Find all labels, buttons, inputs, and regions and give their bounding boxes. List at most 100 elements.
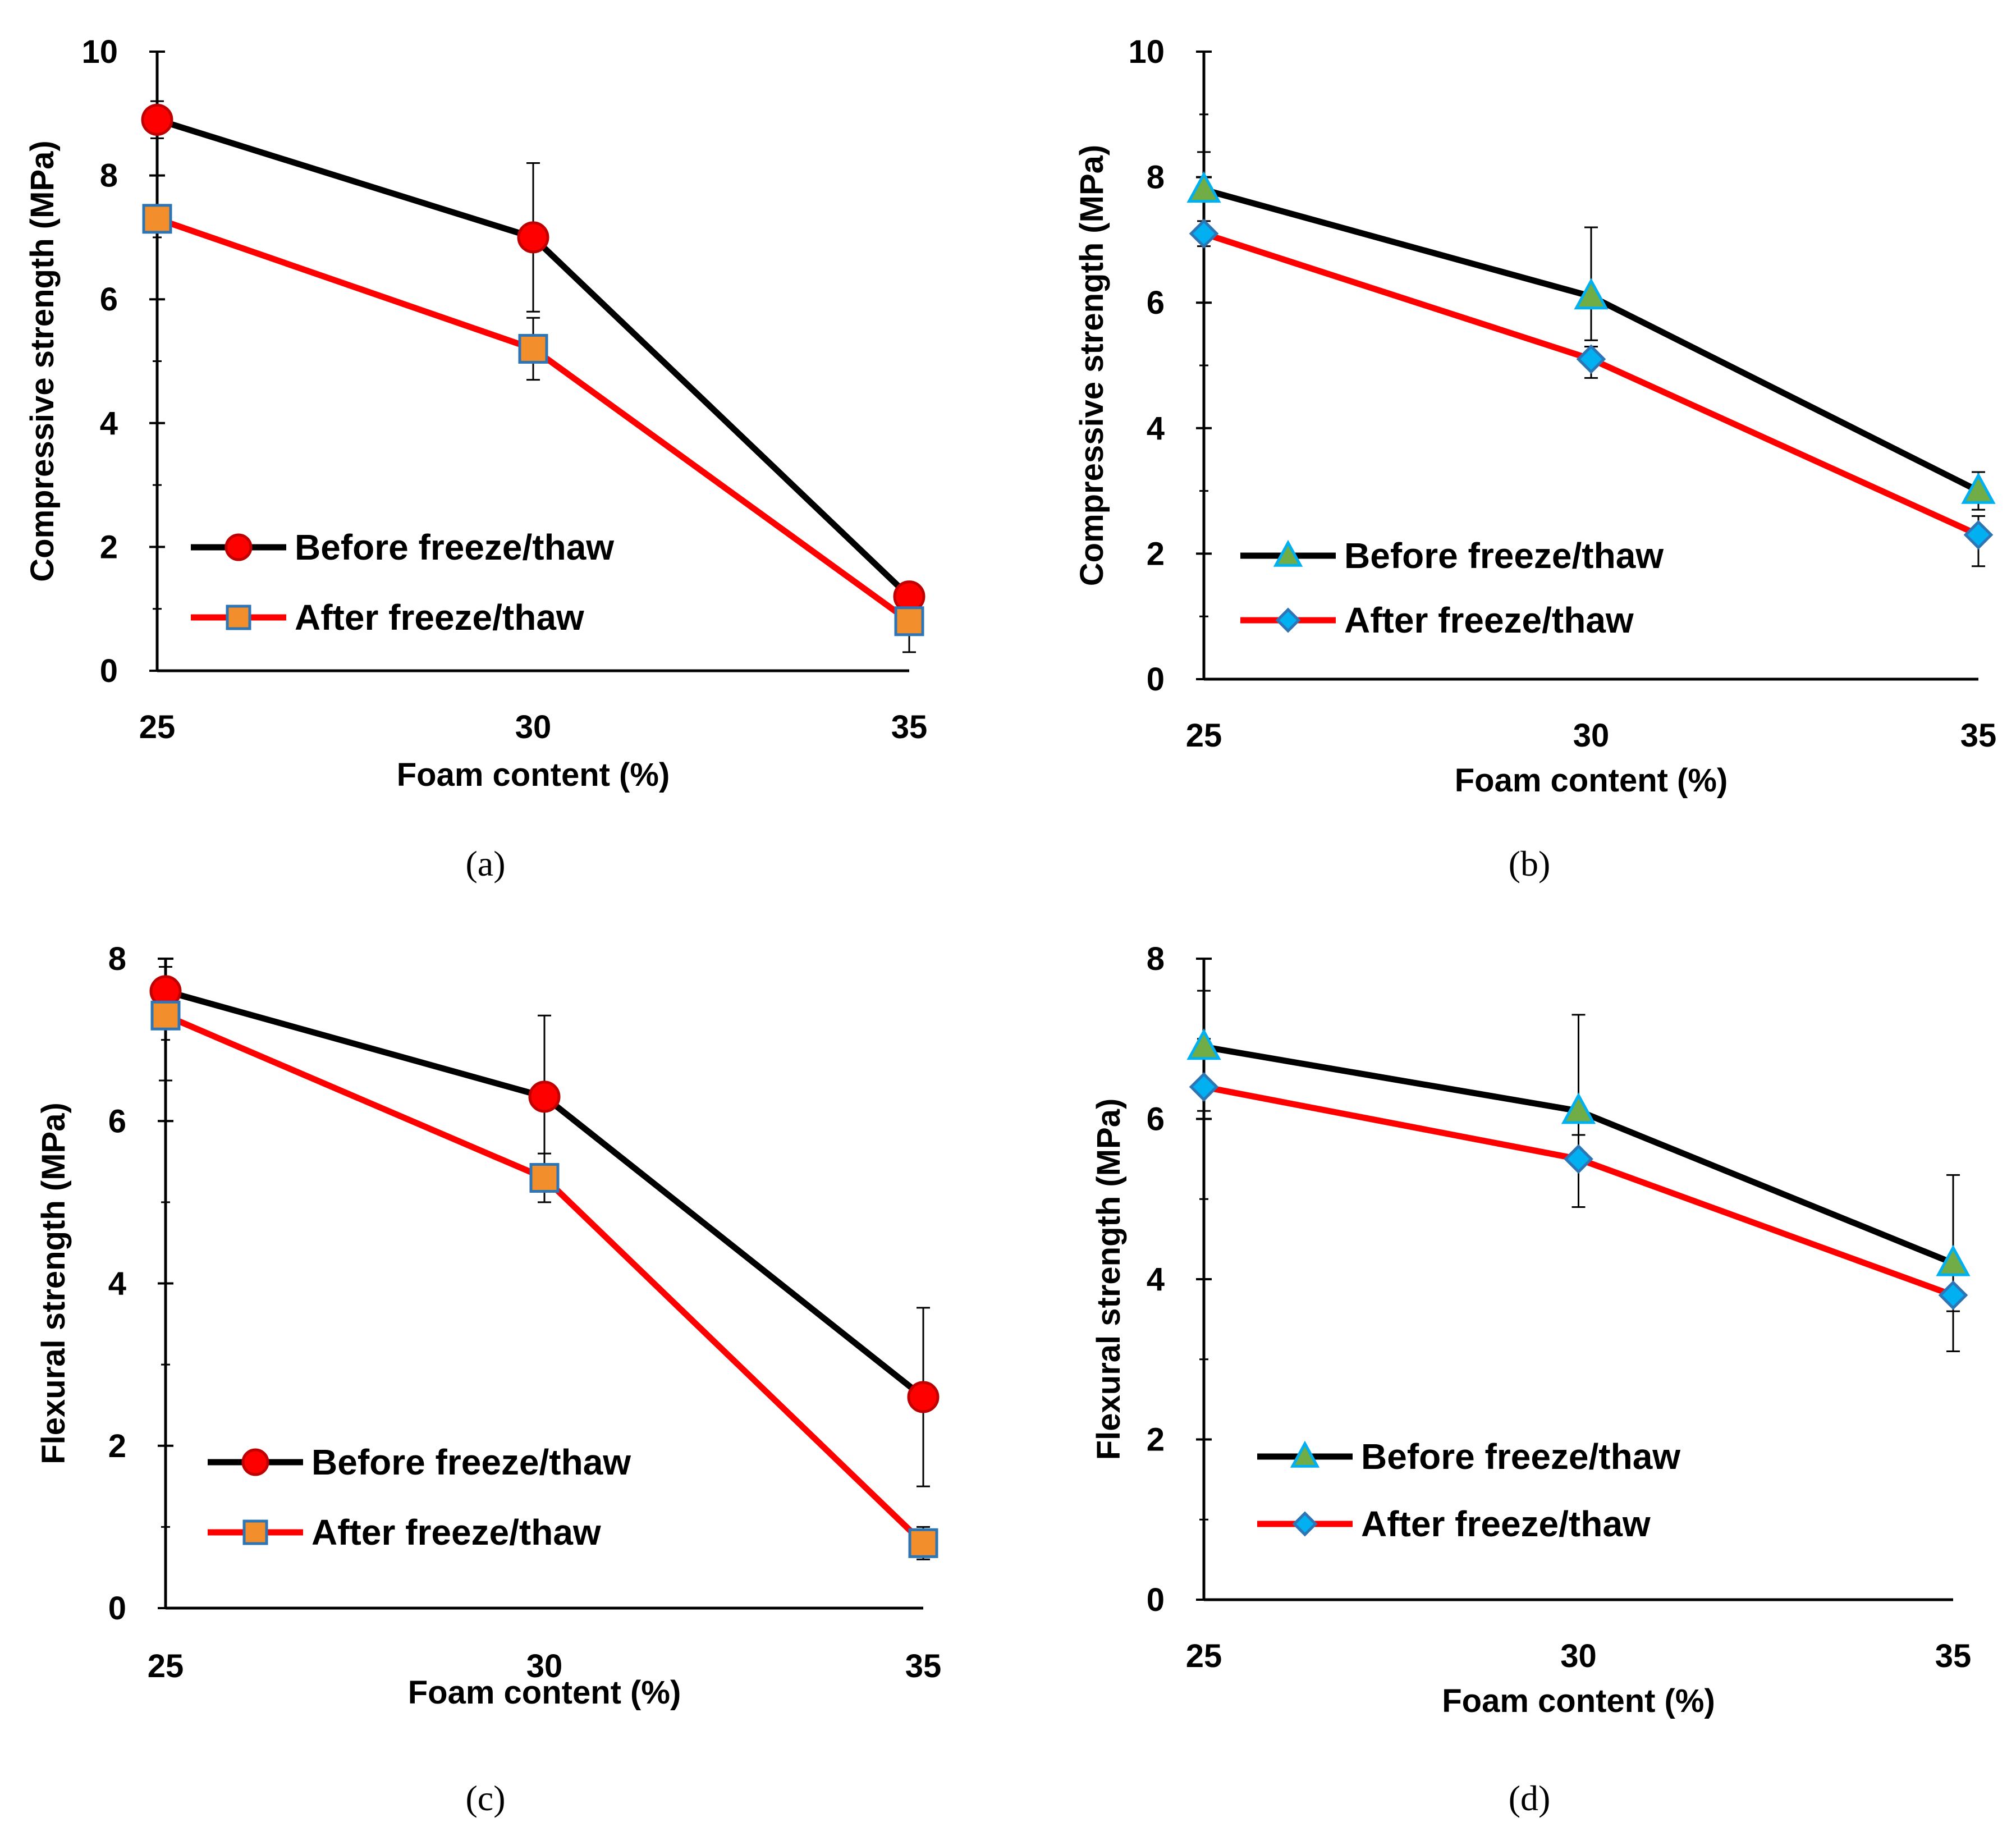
x-tick-label: 25 (1186, 717, 1222, 754)
legend-item-after: After freeze/thaw (191, 597, 584, 638)
y-tick-label: 8 (108, 941, 126, 977)
data-point-before (141, 103, 173, 136)
legend-item-before: Before freeze/thaw (191, 527, 614, 567)
data-point-before (1186, 171, 1221, 203)
data-point-after (518, 333, 548, 364)
x-tick-label: 25 (148, 1648, 184, 1684)
x-tick-label: 25 (1186, 1638, 1222, 1674)
y-tick-label: 6 (1147, 285, 1165, 321)
y-axis-title: Flexural strength (MPa) (35, 1102, 72, 1464)
y-tick-label: 10 (81, 34, 118, 70)
x-tick-label: 30 (526, 1648, 563, 1684)
data-point-before (1561, 1092, 1596, 1124)
panel-caption: (b) (1509, 844, 1551, 883)
data-point-before (907, 1381, 940, 1413)
data-point-after (1576, 344, 1606, 374)
data-point-after (894, 606, 924, 637)
y-axis-title: Flexural strength (MPa) (1091, 1098, 1127, 1460)
y-axis-title: Compressive strength (MPa) (1074, 145, 1110, 586)
data-point-before (1936, 1244, 1971, 1276)
data-point-after (150, 1000, 181, 1031)
y-tick-label: 0 (100, 653, 118, 689)
x-tick-label: 30 (1560, 1638, 1597, 1674)
y-tick-label: 6 (108, 1103, 126, 1139)
y-tick-label: 6 (1147, 1101, 1165, 1138)
legend-item-before: Before freeze/thaw (1257, 1436, 1680, 1477)
x-tick-label: 35 (1935, 1638, 1972, 1674)
x-tick-label: 30 (515, 709, 552, 745)
y-tick-label: 2 (1147, 535, 1165, 572)
data-point-before (517, 221, 549, 254)
y-tick-label: 4 (1147, 410, 1165, 447)
y-tick-label: 4 (100, 405, 118, 442)
data-point-before (528, 1080, 561, 1113)
data-point-before (1186, 1028, 1221, 1060)
y-tick-label: 2 (100, 529, 118, 565)
legend-label: Before freeze/thaw (1344, 535, 1664, 576)
data-point-after (1963, 520, 1994, 550)
panel-caption: (c) (465, 1778, 505, 1818)
legend: Before freeze/thaw After freeze/thaw (1257, 1436, 1680, 1544)
data-point-after (908, 1528, 938, 1558)
data-point-before (1574, 278, 1609, 310)
y-tick-label: 4 (108, 1266, 126, 1302)
y-tick-label: 4 (1147, 1261, 1165, 1298)
legend-label: After freeze/thaw (1361, 1504, 1651, 1544)
data-point-before (1961, 472, 1996, 504)
y-tick-label: 0 (1147, 661, 1165, 698)
y-tick-label: 10 (1128, 34, 1165, 70)
y-axis-title: Compressive strength (MPa) (24, 140, 61, 582)
legend-label: Before freeze/thaw (311, 1442, 631, 1482)
legend: Before freeze/thaw After freeze/thaw (191, 527, 614, 638)
x-tick-label: 35 (905, 1648, 942, 1684)
x-tick-label: 35 (891, 709, 928, 745)
y-tick-label: 2 (108, 1428, 126, 1464)
x-axis-title: Foam content (%) (1442, 1683, 1715, 1719)
legend-item-after: After freeze/thaw (1257, 1504, 1651, 1544)
y-tick-label: 8 (100, 158, 118, 194)
legend-item-after: After freeze/thaw (1240, 600, 1634, 640)
x-tick-label: 35 (1960, 717, 1997, 754)
legend-marker (242, 1519, 268, 1545)
legend-label: Before freeze/thaw (295, 527, 614, 567)
legend-item-before: Before freeze/thaw (208, 1442, 631, 1482)
legend: Before freeze/thaw After freeze/thaw (208, 1442, 631, 1553)
x-tick-label: 25 (139, 709, 176, 745)
chart-panel-a: 0 2 4 6 8 10 25 30 35 Foam content (%) Compressive… (24, 34, 927, 883)
data-point-after (529, 1162, 560, 1193)
legend-marker (1292, 1511, 1318, 1537)
y-tick-label: 8 (1147, 159, 1165, 196)
data-point-after (142, 204, 172, 234)
legend: Before freeze/thaw After freeze/thaw (1240, 535, 1664, 640)
panel-caption: (a) (465, 844, 505, 883)
legend-label: After freeze/thaw (311, 1512, 601, 1553)
y-tick-label: 0 (108, 1590, 126, 1627)
legend-marker (1275, 607, 1301, 633)
legend-item-before: Before freeze/thaw (1240, 535, 1664, 576)
y-tick-label: 0 (1147, 1582, 1165, 1618)
legend-marker (226, 605, 251, 630)
x-axis-title: Foam content (%) (397, 757, 670, 793)
chart-panel-c: 0 2 4 6 8 25 30 35 Foam content (%) Flexural stre… (35, 941, 941, 1818)
legend-label: Before freeze/thaw (1361, 1436, 1680, 1477)
x-axis-title: Foam content (%) (408, 1674, 681, 1711)
panel-caption: (d) (1509, 1778, 1551, 1818)
legend-label: After freeze/thaw (295, 597, 584, 638)
data-point-after (1564, 1144, 1593, 1174)
legend-marker (241, 1448, 269, 1476)
data-point-after (1189, 1072, 1219, 1102)
legend-marker (224, 533, 253, 561)
legend-marker (1290, 1440, 1320, 1468)
legend-item-after: After freeze/thaw (208, 1512, 601, 1553)
y-tick-label: 2 (1147, 1422, 1165, 1458)
data-point-after (1189, 218, 1219, 249)
chart-panel-b: 0 2 4 6 8 10 25 30 35 Foam content (%) Compressive… (1074, 34, 1996, 883)
legend-label: After freeze/thaw (1344, 600, 1634, 640)
x-tick-label: 30 (1573, 717, 1610, 754)
legend-marker (1273, 539, 1303, 567)
y-tick-label: 6 (100, 281, 118, 318)
data-point-after (1938, 1280, 1968, 1310)
chart-panel-d: 0 2 4 6 8 25 30 35 Foam content (%) Flexural stre… (1091, 941, 1971, 1818)
y-tick-label: 8 (1147, 941, 1165, 977)
